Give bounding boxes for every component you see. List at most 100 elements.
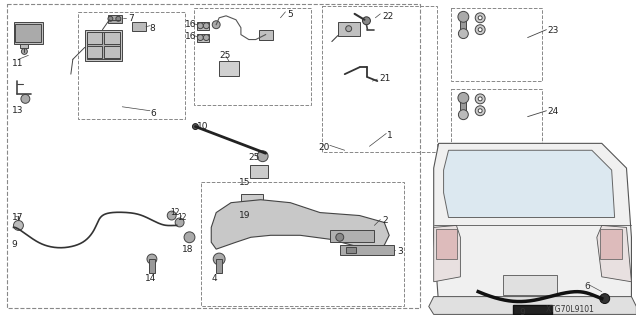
Text: 15: 15: [239, 178, 250, 187]
Bar: [104, 32, 120, 44]
Polygon shape: [211, 200, 389, 249]
Circle shape: [197, 23, 204, 29]
Bar: [250, 165, 268, 178]
Bar: [149, 259, 155, 273]
Text: 1: 1: [387, 131, 393, 140]
Bar: [197, 33, 209, 41]
Text: 10: 10: [197, 122, 209, 130]
Text: 16: 16: [184, 20, 196, 29]
Circle shape: [478, 97, 482, 101]
Polygon shape: [429, 297, 636, 315]
Circle shape: [262, 31, 269, 39]
Bar: [241, 194, 262, 211]
Bar: [104, 47, 120, 58]
Text: 19: 19: [239, 211, 250, 219]
Bar: [216, 259, 222, 273]
Text: 6: 6: [584, 282, 589, 291]
Circle shape: [167, 211, 176, 220]
Bar: [108, 15, 122, 23]
Circle shape: [21, 48, 28, 54]
Circle shape: [458, 93, 468, 103]
Bar: [340, 245, 394, 255]
Circle shape: [21, 94, 30, 103]
Text: 23: 23: [547, 26, 559, 35]
Text: 2: 2: [382, 216, 388, 225]
Text: 20: 20: [318, 143, 330, 152]
Bar: [13, 22, 43, 43]
Text: 7: 7: [128, 14, 134, 23]
Text: 12: 12: [170, 208, 179, 217]
Bar: [460, 18, 467, 33]
Bar: [197, 22, 209, 30]
Bar: [6, 4, 420, 308]
Circle shape: [13, 220, 24, 230]
Polygon shape: [444, 150, 614, 218]
Polygon shape: [434, 226, 460, 282]
Bar: [132, 22, 146, 31]
Bar: [330, 230, 374, 242]
Bar: [451, 8, 543, 81]
Circle shape: [197, 34, 204, 41]
Bar: [346, 247, 356, 253]
Circle shape: [193, 123, 198, 130]
Bar: [15, 24, 41, 41]
Text: 13: 13: [12, 106, 23, 115]
Text: 16: 16: [184, 32, 196, 41]
Text: 18: 18: [182, 245, 193, 254]
Bar: [513, 305, 552, 315]
Polygon shape: [597, 226, 632, 282]
Circle shape: [600, 293, 610, 303]
Bar: [259, 30, 273, 40]
Bar: [78, 12, 184, 119]
Text: 22: 22: [382, 12, 394, 21]
Bar: [460, 99, 467, 115]
Text: 5: 5: [287, 10, 293, 19]
Circle shape: [362, 17, 371, 25]
Bar: [86, 32, 120, 59]
Text: 9: 9: [12, 240, 17, 249]
Bar: [600, 229, 621, 259]
Text: 25: 25: [219, 51, 230, 60]
Bar: [322, 6, 436, 152]
Circle shape: [204, 34, 209, 41]
Bar: [338, 22, 360, 36]
Circle shape: [346, 26, 351, 32]
Circle shape: [476, 13, 485, 23]
Circle shape: [478, 28, 482, 32]
Text: 4: 4: [211, 274, 217, 283]
Bar: [451, 89, 543, 166]
Bar: [503, 275, 557, 295]
Circle shape: [184, 232, 195, 243]
Bar: [86, 47, 102, 58]
Text: XTG70L9101: XTG70L9101: [545, 305, 595, 314]
Bar: [195, 8, 311, 105]
Circle shape: [336, 233, 344, 241]
Bar: [219, 61, 239, 76]
Text: 11: 11: [12, 59, 23, 68]
Text: 8: 8: [149, 24, 155, 33]
Bar: [202, 182, 404, 307]
Circle shape: [458, 29, 468, 39]
Circle shape: [175, 218, 184, 227]
Circle shape: [204, 23, 209, 29]
Circle shape: [476, 94, 485, 104]
Circle shape: [213, 253, 225, 265]
Circle shape: [257, 151, 268, 162]
Text: 24: 24: [547, 107, 559, 116]
Text: 3: 3: [397, 247, 403, 256]
Circle shape: [476, 106, 485, 116]
Text: 6: 6: [150, 109, 156, 118]
Circle shape: [212, 21, 220, 29]
Bar: [84, 30, 122, 61]
Text: 14: 14: [145, 274, 156, 283]
Text: 21: 21: [380, 74, 390, 83]
Circle shape: [116, 16, 121, 21]
Circle shape: [458, 11, 468, 22]
Circle shape: [478, 16, 482, 20]
Polygon shape: [434, 143, 632, 305]
Bar: [436, 229, 458, 259]
Text: 12: 12: [178, 212, 187, 222]
Circle shape: [147, 254, 157, 264]
Circle shape: [476, 25, 485, 34]
Text: 17: 17: [12, 212, 23, 222]
